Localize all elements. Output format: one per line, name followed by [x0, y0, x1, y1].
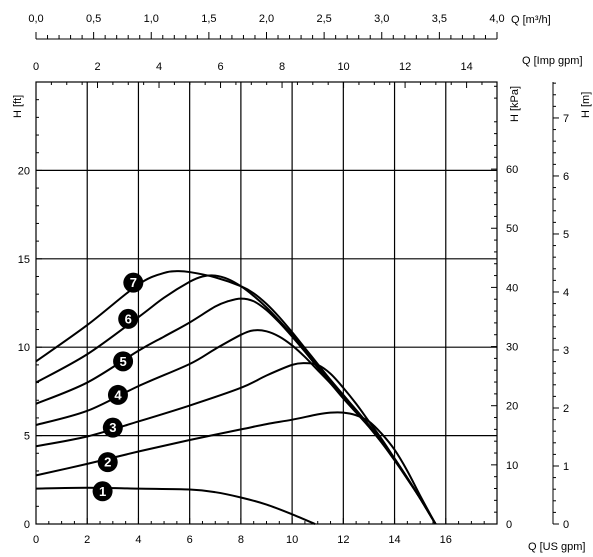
y-tick-label-m: 1 [563, 461, 569, 473]
x-tick-label-us-gpm: 16 [440, 534, 452, 546]
x-tick-label-imp-gpm: 2 [94, 61, 100, 73]
x-tick-label-m3h: 2,5 [316, 13, 331, 25]
curve-marker-label-7: 7 [130, 275, 137, 290]
curve-marker-6 [118, 308, 139, 329]
axis-title-q-us-gpm: Q [US gpm] [528, 541, 585, 553]
curve-marker-5 [113, 351, 134, 372]
x-tick-label-us-gpm: 2 [84, 534, 90, 546]
y-tick-label-m: 0 [563, 519, 569, 531]
x-tick-label-imp-gpm: 0 [33, 61, 39, 73]
y-tick-label-ft: 15 [18, 254, 30, 266]
curve-speed-1 [35, 486, 316, 525]
x-tick-label-imp-gpm: 10 [337, 61, 349, 73]
y-tick-label-m: 5 [563, 229, 569, 241]
x-tick-label-m3h: 3,5 [432, 13, 447, 25]
axis-title-q-m3h: Q [m³/h] [511, 14, 551, 26]
axis-title-q-imp-gpm: Q [Imp gpm] [522, 55, 583, 67]
y-tick-label-kpa: 20 [506, 401, 518, 413]
x-tick-label-m3h: 0,0 [28, 13, 43, 25]
curve-marker-label-3: 3 [109, 420, 116, 435]
y-tick-label-kpa: 10 [506, 460, 518, 472]
x-tick-label-us-gpm: 8 [238, 534, 244, 546]
y-tick-label-kpa: 50 [506, 223, 518, 235]
y-tick-label-kpa: 30 [506, 342, 518, 354]
curve-speed-7 [35, 270, 437, 525]
y-tick-label-ft: 5 [24, 431, 30, 443]
y-tick-label-kpa: 60 [506, 164, 518, 176]
curve-marker-label-4: 4 [114, 387, 122, 402]
axis-title-h-kpa: H [kPa] [509, 86, 521, 122]
x-tick-label-us-gpm: 14 [388, 534, 400, 546]
y-tick-label-m: 6 [563, 171, 569, 183]
x-tick-label-m3h: 4,0 [489, 13, 504, 25]
x-tick-label-imp-gpm: 8 [279, 61, 285, 73]
curve-marker-1 [92, 481, 113, 502]
x-tick-label-m3h: 1,0 [144, 13, 159, 25]
x-tick-label-imp-gpm: 12 [399, 61, 411, 73]
curve-marker-label-2: 2 [104, 455, 111, 470]
y-tick-label-kpa: 40 [506, 282, 518, 294]
curve-marker-7 [123, 272, 144, 293]
curve-marker-3 [102, 417, 123, 438]
x-tick-label-imp-gpm: 14 [460, 61, 472, 73]
curve-marker-label-5: 5 [119, 354, 126, 369]
y-tick-label-m: 4 [563, 287, 569, 299]
curve-marker-label-1: 1 [99, 484, 106, 499]
axes: Q [m³/h] Q [Imp gpm] Q [US gpm] H [ft] H… [12, 13, 592, 553]
curve-marker-label-6: 6 [125, 311, 132, 326]
y-tick-label-m: 2 [563, 403, 569, 415]
y-tick-label-m: 7 [563, 113, 569, 125]
x-tick-label-m3h: 2,0 [259, 13, 274, 25]
y-tick-label-kpa: 0 [506, 519, 512, 531]
x-tick-label-us-gpm: 0 [33, 534, 39, 546]
y-tick-label-ft: 10 [18, 342, 30, 354]
x-tick-label-m3h: 1,5 [201, 13, 216, 25]
curve-marker-2 [97, 452, 118, 473]
curve-speed-3 [35, 362, 437, 525]
y-tick-label-ft: 20 [18, 165, 30, 177]
curve-speed-2 [35, 411, 437, 525]
x-tick-label-us-gpm: 10 [286, 534, 298, 546]
x-tick-label-m3h: 3,0 [374, 13, 389, 25]
x-tick-label-imp-gpm: 4 [156, 61, 162, 73]
curve-markers: 1 2 3 4 5 6 7 [92, 272, 144, 502]
y-tick-label-ft: 0 [24, 519, 30, 531]
x-tick-label-us-gpm: 6 [187, 534, 193, 546]
y-tick-label-m: 3 [563, 345, 569, 357]
axis-title-h-m: H [m] [580, 92, 592, 118]
curve-marker-4 [107, 384, 128, 405]
axis-title-h-ft: H [ft] [12, 95, 24, 118]
x-tick-label-us-gpm: 12 [337, 534, 349, 546]
x-tick-label-us-gpm: 4 [135, 534, 141, 546]
x-tick-label-imp-gpm: 6 [217, 61, 223, 73]
x-tick-label-m3h: 0,5 [86, 13, 101, 25]
